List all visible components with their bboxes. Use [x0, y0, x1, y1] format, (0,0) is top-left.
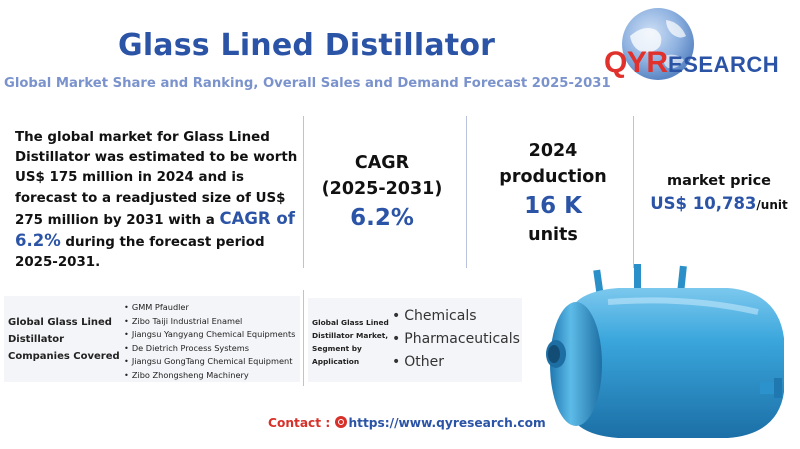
logo-qy-text: QY [604, 46, 647, 79]
link-icon [335, 416, 348, 428]
company-item: GMM Pfaudler [124, 301, 295, 315]
companies-title: Global Glass Lined Distillator Companies… [8, 317, 120, 362]
company-item: Jiangsu GongTang Chemical Equipment [124, 355, 295, 369]
production-year: 2024 [528, 141, 578, 161]
price-stat: market price US$ 10,783/unit [638, 170, 800, 216]
application-list: Chemicals Pharmaceuticals Other [392, 305, 520, 374]
price-label: market price [666, 173, 772, 189]
company-list: GMM Pfaudler Zibo Taiji Industrial Ename… [124, 301, 296, 383]
page-subtitle: Global Market Share and Ranking, Overall… [4, 76, 611, 91]
cagr-label: CAGR [354, 153, 410, 173]
divider-1 [303, 116, 304, 268]
production-label: production [499, 167, 607, 187]
market-summary: The global market for Glass Lined Distil… [15, 128, 305, 273]
application-item: Pharmaceuticals [392, 328, 520, 351]
price-unit: /unit [756, 198, 788, 212]
application-item: Chemicals [392, 305, 520, 328]
production-value: 16 K [524, 193, 582, 219]
contact-line: Contact : https://www.qyresearch.com [268, 416, 546, 430]
contact-label: Contact : [268, 416, 331, 430]
summary-text-after: during the forecast period 2025-2031. [15, 235, 265, 271]
summary-text-before: The global market for Glass Lined Distil… [15, 130, 298, 228]
price-value: US$ 10,783 [650, 194, 757, 213]
cagr-value: 6.2% [350, 205, 414, 231]
contact-url-link[interactable]: https://www.qyresearch.com [348, 416, 546, 430]
segment-title: Global Glass Lined Distillator Market, S… [312, 318, 389, 366]
globe-icon [622, 8, 694, 80]
production-stat: 2024 production 16 K units [478, 138, 628, 248]
page-title: Glass Lined Distillator [118, 28, 496, 63]
cagr-period: (2025-2031) [321, 179, 443, 199]
cagr-stat: CAGR (2025-2031) 6.2% [312, 150, 452, 234]
company-item: Jiangsu Yangyang Chemical Equipments [124, 328, 296, 342]
logo-r-text: R [646, 46, 669, 79]
application-item: Other [392, 351, 520, 374]
company-item: De Dietrich Process Systems [124, 342, 295, 356]
divider-3 [633, 116, 634, 268]
divider-2 [466, 116, 467, 268]
divider-4 [303, 290, 304, 386]
company-item: Zibo Taiji Industrial Enamel [124, 315, 295, 329]
glass-lined-vessel-image [546, 264, 784, 438]
qyresearch-logo: QYRESEARCH [600, 6, 796, 90]
summary-cagr-text: CAGR of 6.2% [15, 208, 295, 251]
logo-research-text: ESEARCH [668, 52, 780, 77]
company-item: Zibo Zhongsheng Machinery [124, 369, 295, 383]
production-unit: units [528, 225, 578, 245]
